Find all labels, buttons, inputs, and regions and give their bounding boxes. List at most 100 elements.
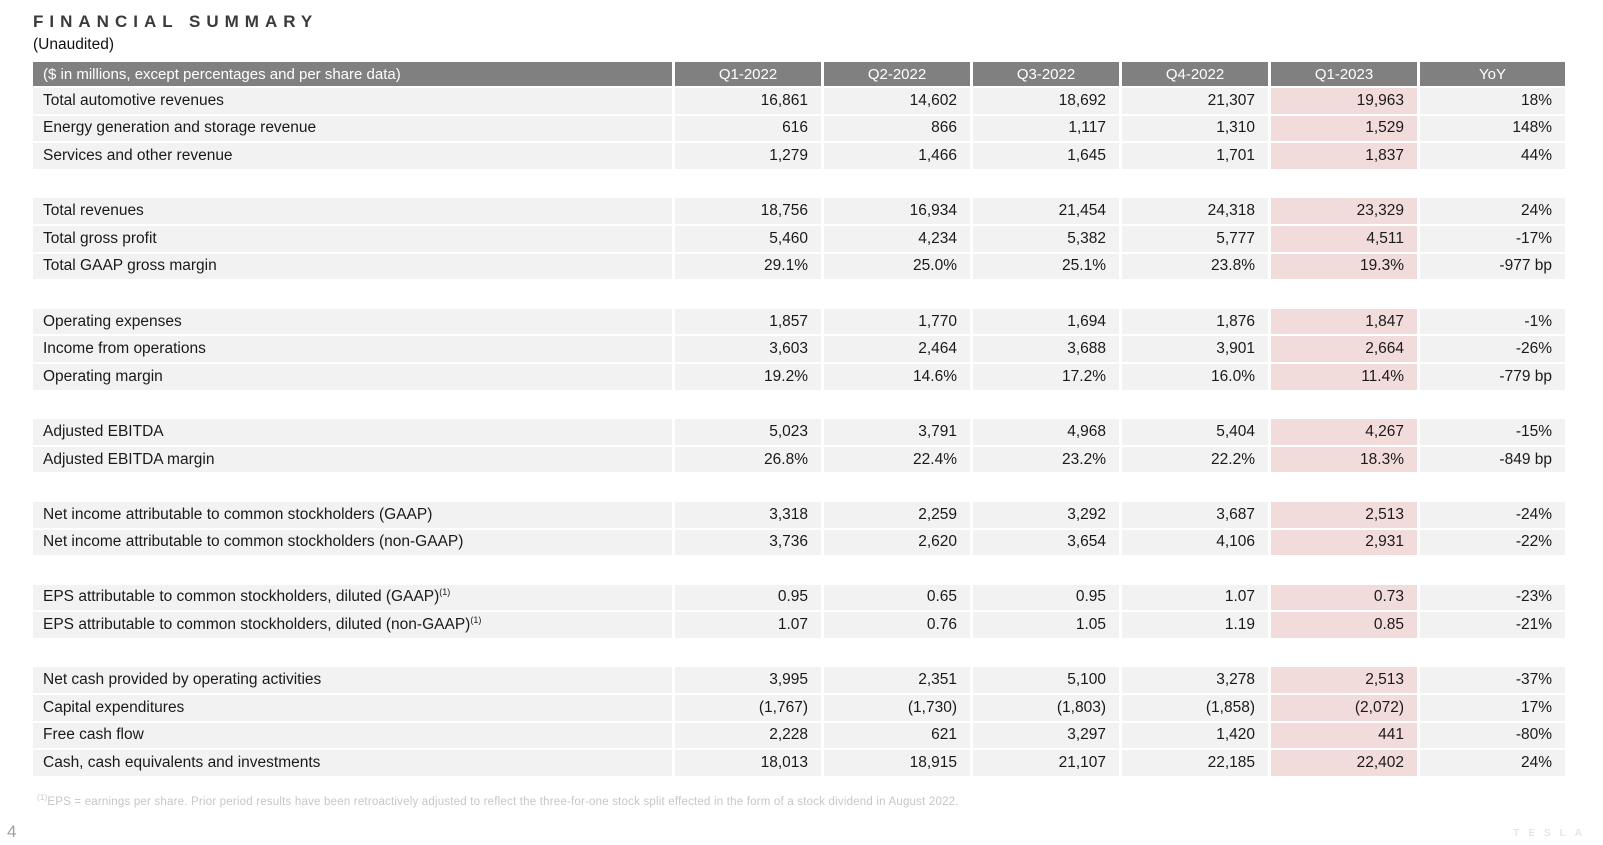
value-cell: 3,297	[970, 722, 1119, 751]
yoy-cell: -779 bp	[1417, 363, 1565, 392]
value-cell: 5,382	[970, 225, 1119, 254]
row-label: Energy generation and storage revenue	[33, 115, 672, 144]
table-row: Total GAAP gross margin 29.1% 25.0% 25.1% 23…	[33, 253, 1565, 282]
value-cell: 19.3%	[1268, 253, 1417, 282]
table-row: Adjusted EBITDA 5,023 3,791 4,968 5,404 4,267…	[33, 419, 1565, 447]
table-row: Total revenues 18,756 16,934 21,454 24,318 23…	[33, 198, 1565, 226]
yoy-cell: -22%	[1417, 529, 1565, 558]
value-cell: 23.2%	[970, 446, 1119, 475]
spacer-cell	[33, 392, 1565, 420]
value-cell: 3,603	[672, 336, 821, 364]
column-header-q1-2023: Q1-2023	[1268, 62, 1417, 88]
yoy-cell: 24%	[1417, 198, 1565, 226]
row-label: Operating margin	[33, 363, 672, 392]
value-cell: (1,730)	[821, 695, 970, 723]
yoy-cell: -977 bp	[1417, 253, 1565, 282]
value-cell: 23,329	[1268, 198, 1417, 226]
row-label: Capital expenditures	[33, 695, 672, 723]
value-cell: 2,664	[1268, 336, 1417, 364]
value-cell: 1,645	[970, 143, 1119, 171]
table-header-row: ($ in millions, except percentages and p…	[33, 62, 1565, 88]
value-cell: 5,100	[970, 667, 1119, 696]
value-cell: 1,529	[1268, 115, 1417, 144]
value-cell: 4,106	[1119, 529, 1268, 558]
value-cell: 0.95	[970, 584, 1119, 613]
value-cell: 616	[672, 115, 821, 144]
yoy-cell: -21%	[1417, 612, 1565, 640]
tesla-logo: TESLA	[1513, 828, 1591, 839]
value-cell: 26.8%	[672, 446, 821, 475]
spacer-row	[33, 392, 1565, 420]
value-cell: 3,278	[1119, 667, 1268, 696]
value-cell: 22,185	[1119, 750, 1268, 778]
value-cell: (2,072)	[1268, 695, 1417, 723]
spacer-row	[33, 557, 1565, 585]
value-cell: 3,901	[1119, 336, 1268, 364]
value-cell: 441	[1268, 722, 1417, 751]
value-cell: 18.3%	[1268, 446, 1417, 475]
footnote-marker: (1)	[37, 793, 48, 803]
value-cell: 0.95	[672, 584, 821, 613]
value-cell: 866	[821, 115, 970, 144]
value-cell: 25.0%	[821, 253, 970, 282]
row-label: Net income attributable to common stockh…	[33, 501, 672, 530]
spacer-row	[33, 171, 1565, 199]
row-label: EPS attributable to common stockholders,…	[33, 612, 672, 640]
table-row: Total gross profit 5,460 4,234 5,382 5,777 4,…	[33, 225, 1565, 254]
yoy-cell: 148%	[1417, 115, 1565, 144]
value-cell: 1,310	[1119, 115, 1268, 144]
yoy-cell: -37%	[1417, 667, 1565, 696]
yoy-cell: -1%	[1417, 308, 1565, 337]
value-cell: 1,701	[1119, 143, 1268, 171]
row-label: Adjusted EBITDA margin	[33, 446, 672, 475]
value-cell: 4,968	[970, 419, 1119, 447]
table-row: Cash, cash equivalents and investments 18…	[33, 750, 1565, 778]
value-cell: 621	[821, 722, 970, 751]
value-cell: 1,857	[672, 308, 821, 337]
value-cell: 4,267	[1268, 419, 1417, 447]
value-cell: 5,777	[1119, 225, 1268, 254]
row-label: Cash, cash equivalents and investments	[33, 750, 672, 778]
yoy-cell: -80%	[1417, 722, 1565, 751]
value-cell: 1,770	[821, 308, 970, 337]
value-cell: 5,460	[672, 225, 821, 254]
spacer-row	[33, 640, 1565, 668]
value-cell: 0.85	[1268, 612, 1417, 640]
column-header-yoy: YoY	[1417, 62, 1565, 88]
value-cell: 3,654	[970, 529, 1119, 558]
column-header-q4-2022: Q4-2022	[1119, 62, 1268, 88]
value-cell: 2,931	[1268, 529, 1417, 558]
value-cell: 1.07	[672, 612, 821, 640]
value-cell: 0.76	[821, 612, 970, 640]
value-cell: 1,694	[970, 308, 1119, 337]
footnote-text: EPS = earnings per share. Prior period r…	[47, 796, 959, 808]
value-cell: 18,756	[672, 198, 821, 226]
value-cell: 1.07	[1119, 584, 1268, 613]
value-cell: 2,464	[821, 336, 970, 364]
spacer-row	[33, 474, 1565, 502]
table-label-header: ($ in millions, except percentages and p…	[33, 62, 672, 88]
value-cell: 29.1%	[672, 253, 821, 282]
value-cell: 1,117	[970, 115, 1119, 144]
row-label: Services and other revenue	[33, 143, 672, 171]
spacer-cell	[33, 171, 1565, 199]
row-label: Net income attributable to common stockh…	[33, 529, 672, 558]
yoy-cell: -15%	[1417, 419, 1565, 447]
value-cell: 21,454	[970, 198, 1119, 226]
value-cell: 25.1%	[970, 253, 1119, 282]
value-cell: 3,292	[970, 501, 1119, 530]
table-row: Net income attributable to common stockh…	[33, 529, 1565, 558]
column-header-q2-2022: Q2-2022	[821, 62, 970, 88]
value-cell: 21,307	[1119, 88, 1268, 116]
table-row: Net income attributable to common stockh…	[33, 501, 1565, 530]
footnote-reference: (1)	[470, 614, 482, 625]
value-cell: 22.2%	[1119, 446, 1268, 475]
page-subtitle: (Unaudited)	[33, 36, 114, 53]
value-cell: 2,228	[672, 722, 821, 751]
value-cell: 11.4%	[1268, 363, 1417, 392]
yoy-cell: -26%	[1417, 336, 1565, 364]
value-cell: (1,767)	[672, 695, 821, 723]
financial-summary-table: ($ in millions, except percentages and p…	[33, 62, 1565, 778]
value-cell: 14,602	[821, 88, 970, 116]
value-cell: 2,259	[821, 501, 970, 530]
